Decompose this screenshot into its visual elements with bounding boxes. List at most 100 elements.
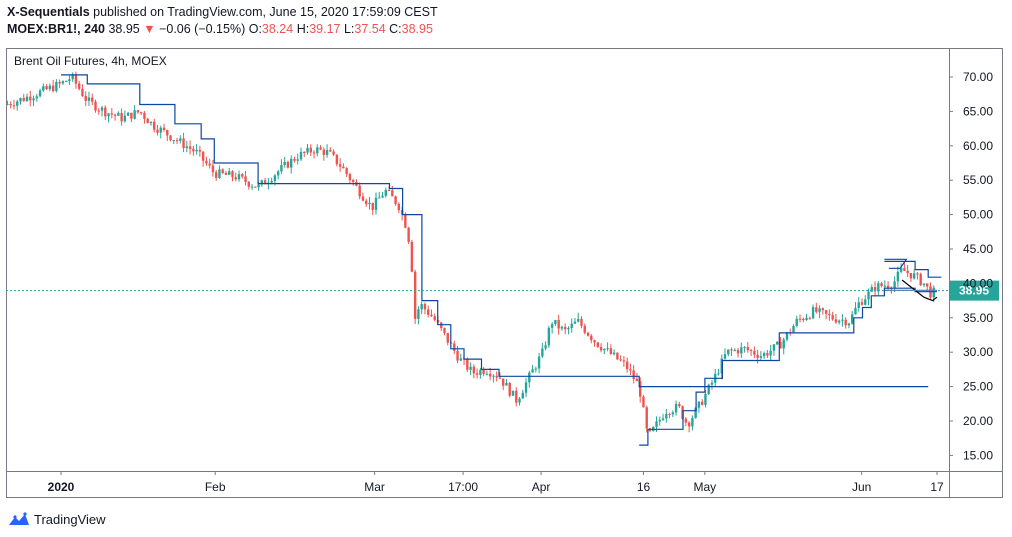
candle-body (453, 343, 456, 351)
candle-body (214, 172, 218, 178)
candle-body (485, 373, 489, 375)
candle-body (456, 350, 459, 361)
author-name[interactable]: X-Sequentials (7, 5, 90, 19)
high-value: 39.17 (309, 22, 341, 36)
price-change: −0.06 (−0.15%) (159, 22, 246, 36)
candle-body (394, 196, 397, 204)
candle-body (684, 418, 688, 423)
candle-body (563, 326, 567, 330)
candle-body (35, 96, 38, 99)
candle-body (883, 285, 887, 287)
price-chart[interactable]: Brent Oil Futures, 4h, MOEX 38.95 70.00 6… (6, 48, 1003, 498)
candle-body (48, 85, 52, 90)
candle-body (733, 349, 736, 351)
candle-body (700, 401, 704, 405)
candle-body (847, 323, 851, 326)
candle-body (361, 196, 365, 201)
candle-body (117, 112, 120, 116)
candle-body (368, 202, 371, 205)
candle-body (68, 79, 71, 81)
candle-body (658, 419, 661, 422)
x-tick-label: 17 (930, 480, 944, 494)
candle-body (772, 344, 776, 351)
candle-body (851, 314, 854, 324)
candle-body (577, 318, 580, 322)
candle-body (736, 349, 740, 354)
candle-body (492, 375, 495, 377)
candle-body (642, 396, 645, 408)
y-tick-label: 70.00 (963, 70, 993, 84)
candle-body (208, 163, 211, 166)
candle-body (606, 348, 609, 350)
candle-body (837, 320, 841, 323)
candle-body (221, 169, 224, 173)
candle-body (518, 398, 521, 403)
tradingview-logo-icon[interactable] (8, 512, 30, 526)
candle-body (697, 401, 701, 408)
x-tick-label: Mar (364, 480, 385, 494)
candle-body (185, 146, 189, 149)
candle-body (505, 383, 508, 386)
tradingview-brand[interactable]: TradingView (34, 511, 106, 527)
candle-body (407, 227, 410, 242)
peak-marker (884, 258, 908, 269)
x-tick-label: Feb (205, 480, 226, 494)
candle-body (590, 335, 593, 341)
candle-body (831, 315, 834, 320)
candle-body (130, 112, 133, 119)
candle-body (123, 115, 127, 122)
candle-body (391, 190, 394, 197)
candle-body (290, 158, 293, 168)
candle-body (547, 327, 551, 346)
candle-body (172, 140, 175, 142)
candle-body (912, 273, 916, 279)
candle-body (916, 273, 919, 275)
chart-border (6, 48, 1003, 498)
candle-body (257, 184, 260, 188)
candle-body (100, 107, 104, 111)
candle-body (378, 197, 381, 199)
candle-body (420, 303, 423, 310)
candle-body (629, 369, 632, 371)
candle-body (312, 152, 316, 154)
y-tick-label: 65.00 (963, 104, 993, 118)
candle-body (12, 105, 16, 107)
candle-body (29, 96, 32, 101)
high-label: H: (296, 22, 310, 36)
candle-body (224, 172, 228, 175)
candle-body (417, 309, 420, 319)
candle-body (661, 418, 665, 420)
candle-body (303, 151, 306, 153)
candle-body (149, 121, 153, 124)
candle-body (247, 181, 251, 187)
candle-body (365, 200, 368, 205)
candle-body (762, 353, 766, 357)
candle-body (482, 369, 485, 374)
candle-body (342, 166, 345, 169)
price-axis[interactable]: 70.00 65.00 60.00 55.00 50.00 45.00 40.00 35.00… (949, 70, 993, 462)
candle-body (769, 350, 772, 356)
candle-body (306, 147, 309, 153)
candle-body (727, 349, 730, 355)
time-axis[interactable]: 2020 Feb Mar 17:00 Apr 16 May Jun 17 (48, 471, 944, 494)
candle-body (779, 342, 782, 349)
y-tick-label: 25.00 (963, 380, 993, 394)
candle-body (922, 283, 926, 286)
candle-body (77, 83, 81, 89)
candle-body (919, 273, 922, 286)
candle-body (593, 340, 596, 343)
tdst-resistance-line (61, 74, 929, 388)
candle-body (283, 161, 286, 166)
y-tick-label: 35.00 (963, 311, 993, 325)
candle-body (573, 321, 577, 324)
candle-body (234, 177, 237, 180)
candles-layer (6, 71, 935, 433)
candle-body (586, 332, 590, 336)
candle-body (511, 390, 515, 396)
candle-body (795, 318, 798, 326)
candle-body (276, 171, 280, 176)
candle-body (384, 189, 387, 196)
candle-body (766, 353, 769, 356)
candle-body (570, 323, 573, 329)
candle-body (521, 392, 524, 399)
